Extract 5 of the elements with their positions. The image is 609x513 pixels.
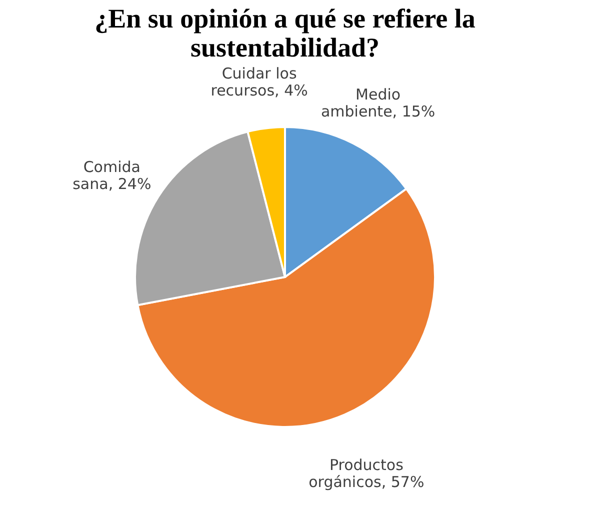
slice-label: Productos orgánicos, 57% xyxy=(308,456,424,492)
slice-label: Cuidar los recursos, 4% xyxy=(210,64,308,100)
slice-label: Medio ambiente, 15% xyxy=(320,85,436,120)
chart-title: ¿En su opinión a qué se refiere la sustentabilidad? xyxy=(94,4,476,63)
slice-label: Comida sana, 24% xyxy=(72,158,152,194)
